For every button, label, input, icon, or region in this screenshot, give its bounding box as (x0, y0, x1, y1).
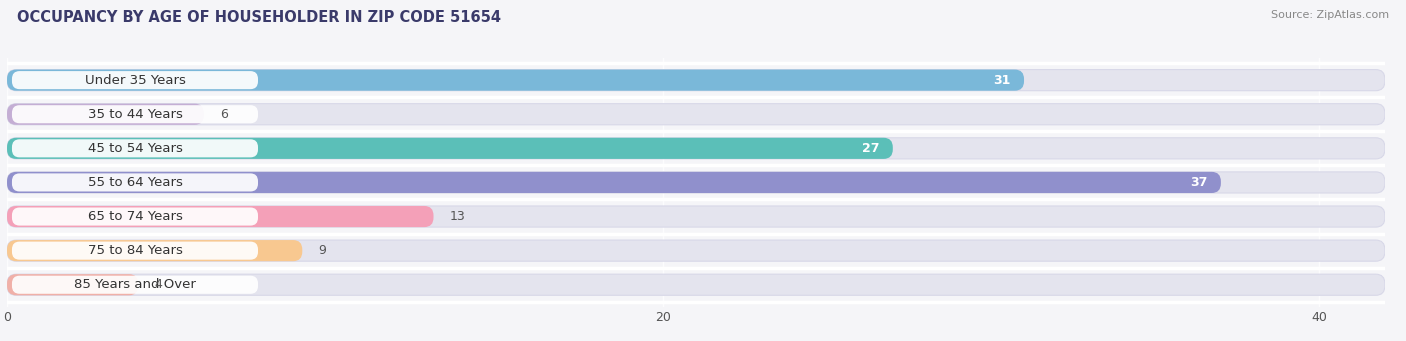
Text: 6: 6 (221, 108, 228, 121)
Text: OCCUPANCY BY AGE OF HOUSEHOLDER IN ZIP CODE 51654: OCCUPANCY BY AGE OF HOUSEHOLDER IN ZIP C… (17, 10, 501, 25)
FancyBboxPatch shape (11, 174, 259, 192)
FancyBboxPatch shape (7, 138, 893, 159)
FancyBboxPatch shape (7, 274, 1385, 295)
Text: 9: 9 (319, 244, 326, 257)
Text: 85 Years and Over: 85 Years and Over (75, 278, 195, 291)
FancyBboxPatch shape (11, 139, 259, 158)
FancyBboxPatch shape (7, 104, 1385, 125)
FancyBboxPatch shape (7, 240, 302, 261)
FancyBboxPatch shape (7, 172, 1220, 193)
FancyBboxPatch shape (7, 172, 1385, 193)
Text: 55 to 64 Years: 55 to 64 Years (87, 176, 183, 189)
Text: 31: 31 (994, 74, 1011, 87)
Text: Source: ZipAtlas.com: Source: ZipAtlas.com (1271, 10, 1389, 20)
FancyBboxPatch shape (7, 104, 204, 125)
FancyBboxPatch shape (11, 207, 259, 226)
FancyBboxPatch shape (7, 70, 1385, 91)
FancyBboxPatch shape (7, 240, 1385, 261)
FancyBboxPatch shape (11, 241, 259, 260)
FancyBboxPatch shape (11, 276, 259, 294)
Text: 13: 13 (450, 210, 465, 223)
Text: 65 to 74 Years: 65 to 74 Years (87, 210, 183, 223)
Text: 37: 37 (1191, 176, 1208, 189)
FancyBboxPatch shape (11, 71, 259, 89)
Text: 45 to 54 Years: 45 to 54 Years (87, 142, 183, 155)
FancyBboxPatch shape (7, 206, 1385, 227)
FancyBboxPatch shape (7, 206, 433, 227)
FancyBboxPatch shape (7, 138, 1385, 159)
Text: Under 35 Years: Under 35 Years (84, 74, 186, 87)
FancyBboxPatch shape (7, 70, 1024, 91)
FancyBboxPatch shape (7, 274, 138, 295)
Text: 27: 27 (862, 142, 880, 155)
Text: 4: 4 (155, 278, 163, 291)
Text: 75 to 84 Years: 75 to 84 Years (87, 244, 183, 257)
Text: 35 to 44 Years: 35 to 44 Years (87, 108, 183, 121)
FancyBboxPatch shape (11, 105, 259, 123)
